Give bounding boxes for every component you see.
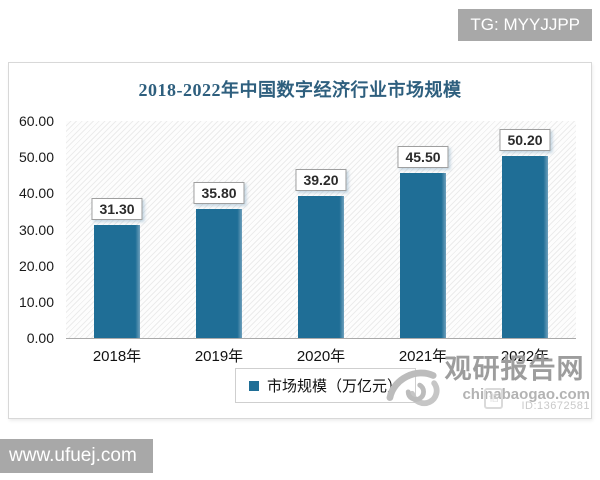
legend: 市场规模（万亿元） [235,368,417,403]
y-tick-label: 30.00 [18,221,54,238]
bar-series: 31.30 35.80 39.20 45.50 50.20 [66,121,576,338]
y-tick-label: 20.00 [18,257,54,274]
y-tick-label: 10.00 [18,293,54,310]
chart-title: 2018-2022年中国数字经济行业市场规模 [138,80,462,100]
bar-slot: 35.80 [168,121,270,338]
watermark-text-block: 观研报告网 chinabaogao.com 信 ID:13672581 [444,354,590,416]
chart-panel: 2018-2022年中国数字经济行业市场规模 60.00 50.00 40.00 30… [8,62,592,419]
x-axis-labels: 2018年 2019年 2020年 2021年 2022年 [66,345,576,366]
x-tick-label: 2021年 [398,348,448,365]
watermark: 观研报告网 chinabaogao.com 信 ID:13672581 [384,354,590,418]
value-label-2021年: 45.50 [397,146,449,169]
y-tick-label: 60.00 [18,113,54,129]
website-badge: www.ufuej.com [0,439,153,473]
bar-slot: 39.20 [270,121,372,338]
watermark-site-url: chinabaogao.com [462,385,590,403]
bar-slot: 31.30 [66,121,168,338]
bar-2020年 [298,196,344,338]
bar-2019年 [196,208,242,338]
watermark-id: ID:13672581 [521,399,590,412]
value-label-2019年: 35.80 [193,181,245,204]
value-label-2020年: 39.20 [295,169,347,192]
watermark-site-name: 观研报告网 [444,354,585,384]
x-tick-label: 2022年 [500,348,550,365]
bar-2022年 [502,156,548,338]
legend-label: 市场规模（万亿元） [267,378,403,395]
y-tick-label: 50.00 [18,149,54,166]
y-tick-label: 0.00 [26,330,54,346]
watermark-app-icon: 信 [484,387,504,409]
x-tick-label: 2018年 [92,348,142,365]
bar-slot: 50.20 [474,121,576,338]
value-label-2018年: 31.30 [91,197,143,220]
watermark-swirl-logo-icon [384,363,442,418]
bar-slot: 45.50 [372,121,474,338]
x-tick-label: 2020年 [296,348,346,365]
x-tick-label: 2019年 [194,348,244,365]
watermark-url-row: chinabaogao.com 信 ID:13672581 [444,386,590,416]
bar-2021年 [400,173,446,338]
y-axis: 60.00 50.00 40.00 30.00 20.00 10.00 0.00 [9,113,57,346]
telegram-badge: TG: MYYJJPP [458,9,592,41]
value-label-2022年: 50.20 [499,129,551,152]
plot-area: 31.30 35.80 39.20 45.50 50.20 [66,121,576,339]
legend-marker-icon [249,380,259,391]
y-tick-label: 40.00 [18,185,54,202]
bar-2018年 [94,224,140,338]
